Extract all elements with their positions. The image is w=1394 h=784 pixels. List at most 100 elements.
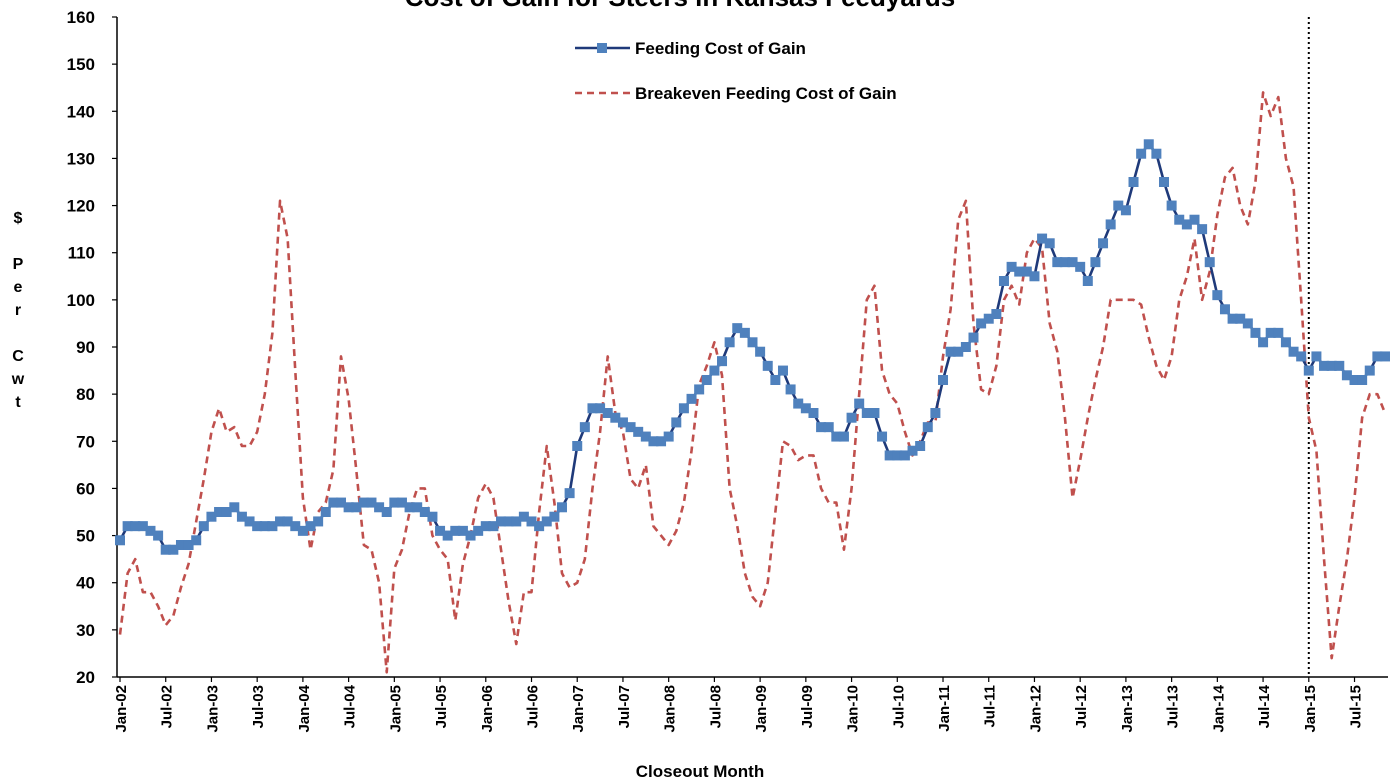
data-point [953, 346, 964, 357]
chart-title: Cost of Gain for Steers in Kansas Feedya… [405, 0, 956, 12]
data-point [1151, 148, 1162, 159]
x-tick-label: Jul-13 [1165, 685, 1182, 728]
data-point [549, 511, 560, 522]
data-point [846, 412, 857, 423]
data-point [1006, 261, 1017, 272]
y-tick-label: 60 [76, 479, 95, 498]
data-point [663, 431, 674, 442]
data-point [587, 403, 598, 414]
data-point [259, 521, 270, 532]
data-point [1319, 360, 1330, 371]
data-point [168, 544, 179, 555]
data-point [656, 436, 667, 447]
data-point [945, 346, 956, 357]
x-tick-label: Jul-02 [159, 685, 176, 728]
data-point [511, 516, 522, 527]
data-point [153, 530, 164, 541]
data-point [633, 426, 644, 437]
data-point [412, 502, 423, 513]
data-point [1380, 351, 1390, 362]
data-point [1044, 238, 1055, 249]
data-point [534, 521, 545, 532]
data-point [808, 408, 819, 418]
data-point [1311, 351, 1322, 362]
data-point [267, 521, 278, 532]
data-point [739, 327, 750, 338]
data-point [998, 276, 1009, 286]
data-point [1189, 214, 1200, 225]
data-point [976, 318, 987, 329]
data-point [892, 450, 903, 461]
data-point [899, 450, 910, 461]
x-tick-label: Jul-14 [1256, 684, 1273, 728]
data-point [374, 502, 385, 513]
y-tick-label: 90 [76, 338, 95, 357]
x-tick-label: Jan-04 [296, 684, 313, 732]
data-point [640, 431, 651, 442]
data-point [648, 436, 659, 447]
data-point [1273, 327, 1284, 338]
data-point [625, 422, 636, 433]
data-point [762, 360, 773, 371]
x-tick-label: Jul-07 [616, 685, 633, 728]
data-point [1280, 337, 1291, 348]
x-tick-label: Jan-10 [845, 685, 862, 733]
data-point [1120, 205, 1131, 216]
data-point [694, 384, 705, 395]
data-point [130, 521, 141, 532]
data-point [473, 525, 484, 536]
data-point [1174, 214, 1185, 225]
data-point [122, 521, 133, 532]
data-point [404, 502, 415, 513]
data-point [701, 375, 712, 385]
data-point [229, 502, 240, 513]
data-point [282, 516, 293, 527]
data-point [831, 431, 842, 442]
y-tick-label: 160 [67, 8, 95, 27]
data-point [1059, 257, 1070, 268]
data-point [488, 521, 499, 532]
data-point [869, 408, 880, 418]
data-point [960, 342, 971, 352]
data-point [275, 516, 286, 527]
data-point [419, 507, 430, 517]
data-point [1113, 200, 1124, 211]
data-point [671, 417, 682, 428]
data-point [968, 332, 979, 343]
data-point [1242, 318, 1253, 329]
data-point [1341, 370, 1352, 381]
data-point [1143, 139, 1154, 150]
data-point [389, 497, 400, 508]
data-point [396, 497, 407, 508]
data-point [1098, 238, 1109, 249]
x-tick-label: Jul-10 [890, 685, 907, 728]
data-point [732, 323, 743, 334]
x-tick-label: Jul-04 [342, 684, 359, 728]
data-point [435, 525, 446, 536]
data-point [290, 521, 301, 532]
data-point [1349, 375, 1360, 385]
data-point [877, 431, 888, 442]
y-axis-title: $ Per Cwt [10, 210, 27, 417]
data-point [1037, 233, 1048, 244]
y-tick-label: 30 [76, 621, 95, 640]
data-point [1235, 313, 1246, 324]
data-point [1250, 327, 1261, 338]
data-point [747, 337, 758, 348]
data-point [1021, 266, 1032, 277]
data-point [1227, 313, 1238, 324]
data-point [602, 408, 613, 418]
data-point [305, 521, 316, 532]
x-tick-label: Jul-03 [250, 685, 267, 728]
legend-label: Breakeven Feeding Cost of Gain [635, 84, 897, 103]
x-tick-label: Jan-02 [113, 685, 130, 733]
x-tick-label: Jan-07 [570, 685, 587, 733]
data-point [198, 521, 209, 532]
x-tick-label: Jan-12 [1027, 685, 1044, 733]
data-point [1014, 266, 1025, 277]
x-tick-label: Jan-05 [387, 685, 404, 733]
data-point [214, 507, 225, 517]
data-point [335, 497, 346, 508]
data-point [343, 502, 354, 513]
